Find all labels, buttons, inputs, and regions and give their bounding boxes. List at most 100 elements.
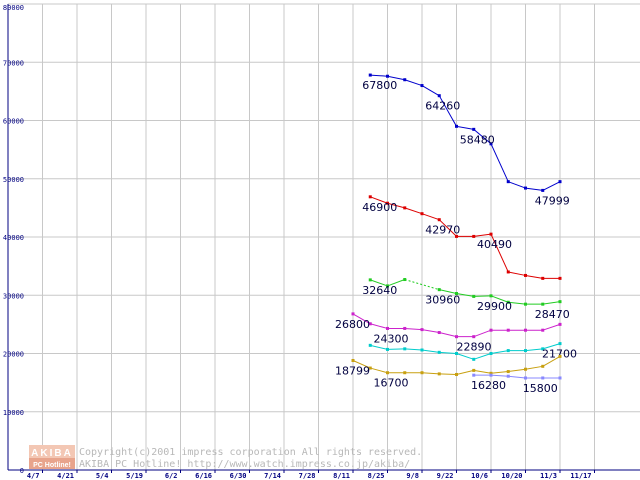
data-point [506, 374, 510, 378]
data-point [351, 312, 355, 316]
data-point [524, 273, 527, 277]
data-point [558, 276, 562, 280]
data-point [506, 328, 510, 332]
data-point [472, 373, 476, 377]
series-segment [490, 371, 509, 374]
series-2: 46900 42970 40490 [362, 195, 562, 280]
series-segment [404, 207, 423, 215]
series-7: 16280 15800 [471, 373, 562, 395]
x-tick-label: 6/2 [165, 472, 178, 480]
akiba-logo-bottom: PC Hotline! [33, 462, 71, 469]
data-point [403, 206, 407, 210]
data-point [472, 294, 476, 298]
data-point [420, 371, 424, 375]
data-point [455, 234, 458, 238]
x-tick-label: 8/11 [333, 472, 350, 480]
y-tick-label: 0 [20, 467, 24, 475]
data-point [403, 347, 407, 351]
data-label: 46900 [362, 201, 397, 214]
series-segment [421, 372, 440, 375]
series-segment [421, 85, 440, 97]
x-tick-label: 8/25 [368, 472, 385, 480]
data-point [368, 343, 372, 347]
series-segment [542, 181, 561, 191]
y-tick-label: 60000 [3, 118, 24, 126]
data-point [386, 201, 389, 205]
x-tick-label: 9/8 [406, 472, 419, 480]
data-point [368, 278, 372, 282]
x-tick-label: 6/30 [230, 472, 247, 480]
data-point [506, 180, 510, 184]
series-segment [370, 279, 388, 287]
data-point [524, 367, 527, 371]
data-label: 15800 [523, 382, 558, 395]
data-point [489, 328, 493, 332]
series-segment [370, 74, 388, 77]
series-segment [404, 327, 423, 331]
data-point [558, 376, 562, 380]
data-point [472, 357, 476, 361]
series-segment [456, 125, 474, 130]
data-label: 67800 [362, 79, 397, 92]
data-label: 30960 [425, 294, 460, 307]
x-tick-label: 10/6 [471, 472, 488, 480]
data-label: 29900 [477, 300, 512, 313]
series-segment [370, 323, 388, 329]
copyright-text: Copyright(c)2001 impress corporation All… [79, 447, 422, 458]
data-point [403, 278, 407, 282]
data-point [541, 364, 545, 368]
data-point [558, 354, 562, 358]
data-point [403, 371, 407, 375]
data-point [489, 142, 493, 146]
data-label: 18799 [335, 364, 370, 377]
series-segment [456, 293, 474, 297]
series-segment [525, 274, 543, 279]
data-point [541, 276, 545, 280]
y-tick-label: 40000 [3, 234, 24, 242]
data-point [524, 349, 527, 353]
data-point [541, 328, 545, 332]
data-point [489, 232, 493, 236]
series-segment [490, 295, 509, 303]
x-tick-label: 10/20 [501, 472, 522, 480]
series-segment [490, 233, 509, 273]
series-segment [438, 219, 457, 237]
series-segment [508, 375, 526, 379]
series-segment [508, 181, 526, 189]
data-label: 16280 [471, 379, 506, 392]
data-label: 58480 [460, 133, 495, 146]
series-6: 18799 16700 [335, 354, 562, 390]
data-point [506, 300, 510, 304]
x-tick-label: 6/16 [195, 472, 212, 480]
data-point [472, 127, 476, 131]
y-tick-label: 20000 [3, 351, 24, 359]
series-segment [456, 353, 474, 360]
data-point [558, 342, 562, 346]
series-segment [490, 143, 509, 182]
data-label: 26800 [335, 318, 370, 331]
series-segment [439, 373, 457, 375]
data-point [437, 331, 441, 335]
series-segment [404, 348, 423, 351]
data-point [386, 74, 389, 78]
series-segment [404, 79, 423, 87]
data-point [420, 84, 424, 88]
x-tick-label: 11/17 [570, 472, 591, 480]
series-segment [490, 374, 509, 377]
series-segment [421, 349, 440, 353]
data-label: 16700 [374, 377, 409, 390]
data-point [351, 358, 355, 362]
data-point [455, 124, 458, 128]
series-segment [370, 367, 388, 374]
y-tick-label: 50000 [3, 176, 24, 184]
data-point [455, 292, 458, 296]
data-point [472, 234, 476, 238]
data-label: 40490 [477, 238, 512, 251]
akiba-logo-strip [29, 458, 75, 469]
series-segment [439, 289, 457, 294]
data-point [420, 212, 424, 216]
x-axis-tick-labels: 4/7 4/21 5/4 5/19 6/2 6/16 6/30 7/14 7/28 8/11 8/2… [27, 470, 595, 480]
data-point [368, 73, 372, 77]
series-layer: 67800 64260 58480 47999 46900 42970 40490 32640… [335, 73, 577, 395]
